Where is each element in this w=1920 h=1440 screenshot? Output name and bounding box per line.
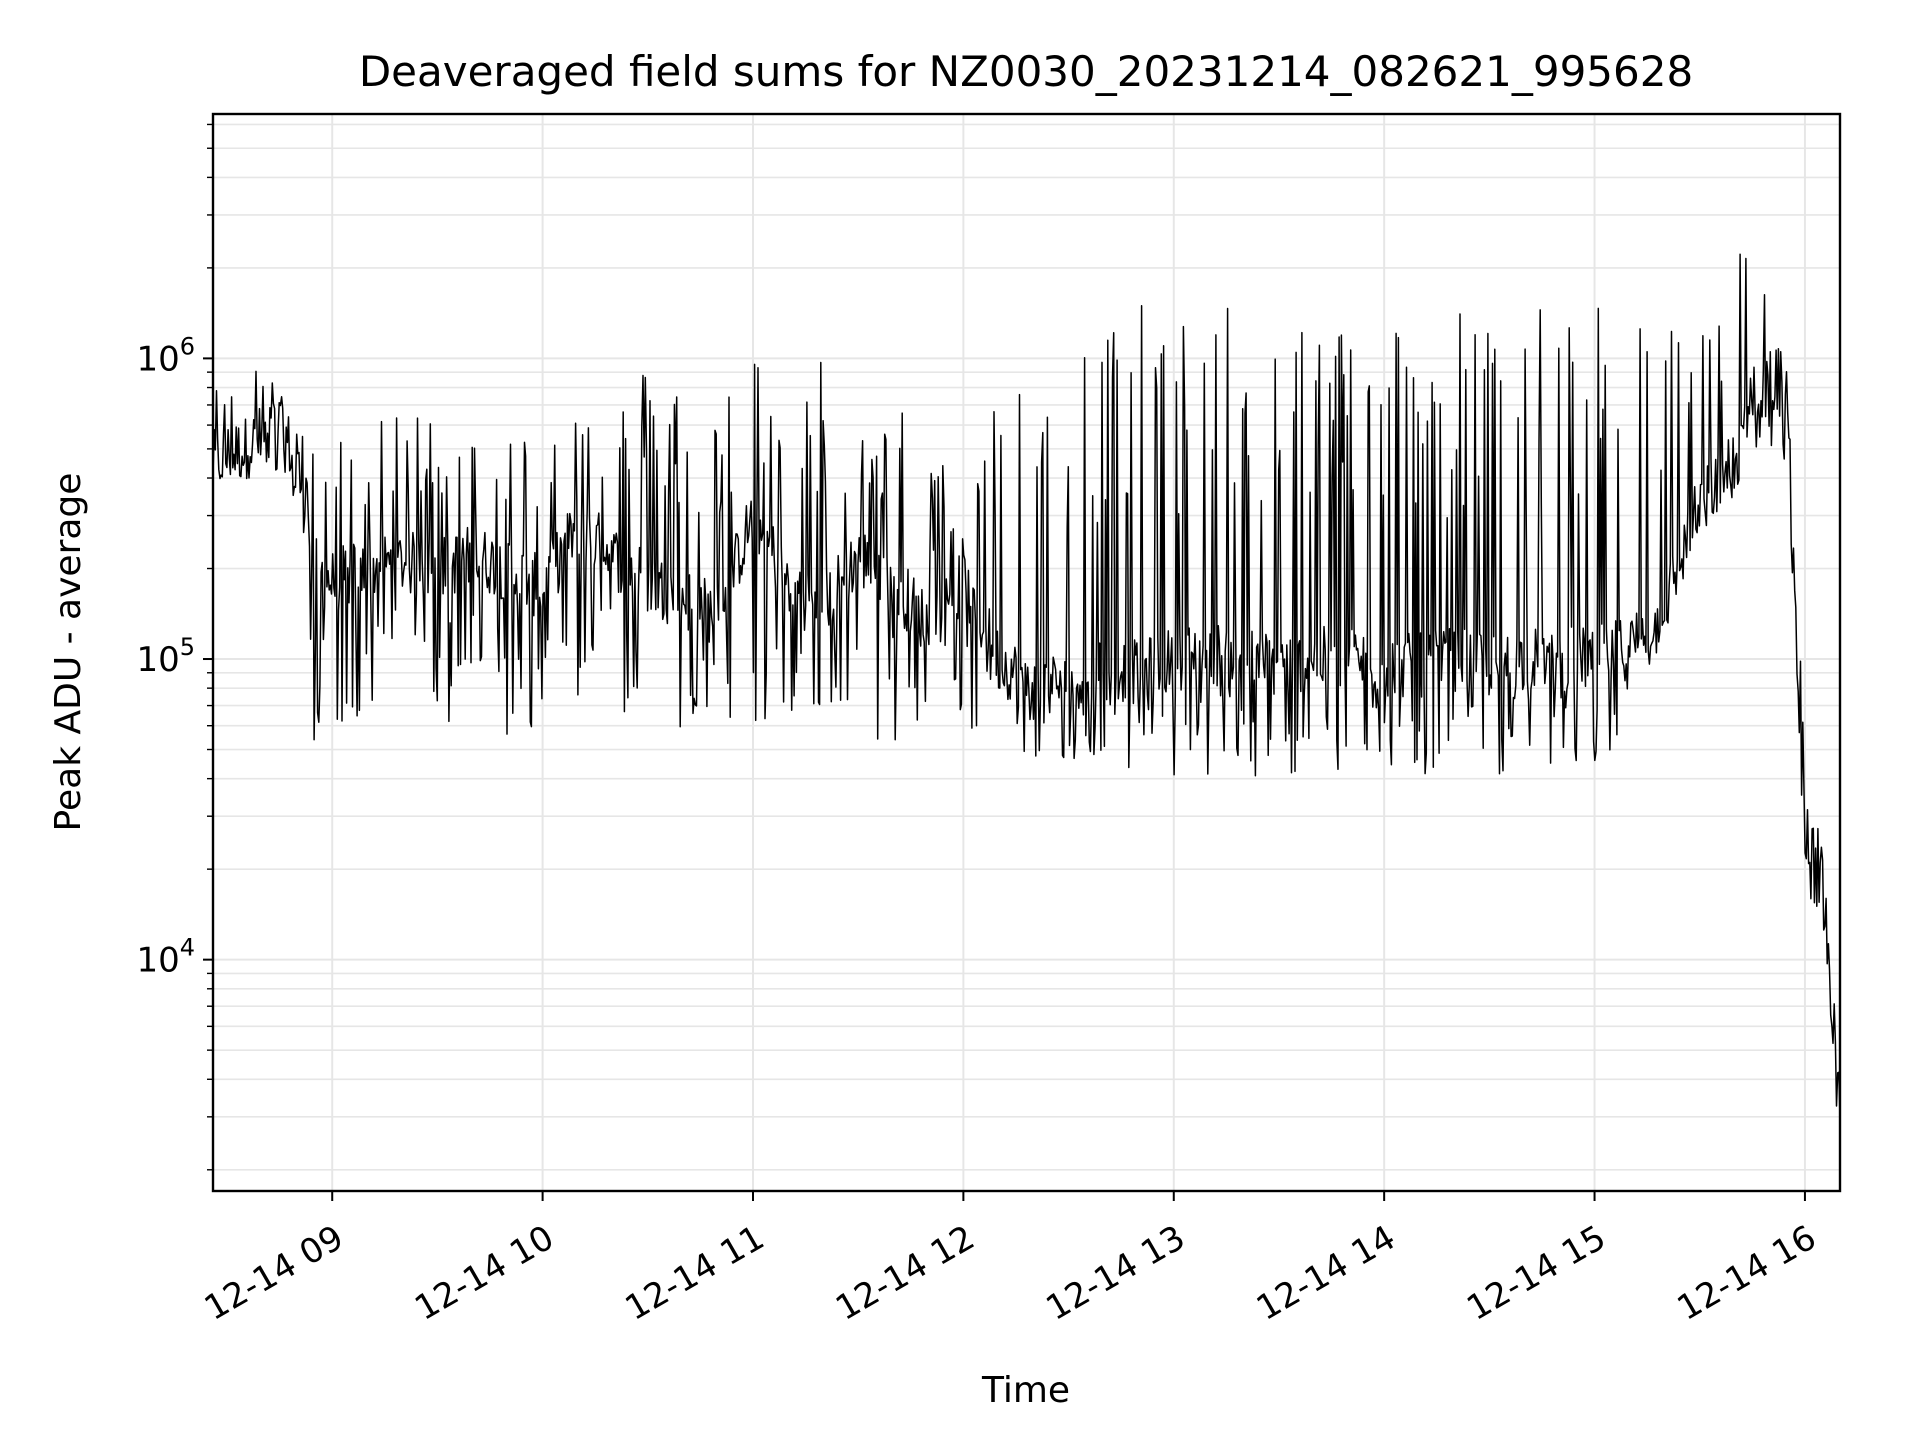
y-tick-base: 10 <box>136 941 179 981</box>
y-tick-exponent: 6 <box>180 332 195 360</box>
y-tick-label: 104 <box>136 934 195 981</box>
y-tick-exponent: 4 <box>180 934 195 962</box>
plot-frame <box>211 112 1842 1193</box>
y-tick-exponent: 5 <box>180 633 195 661</box>
y-tick-label: 106 <box>136 332 195 379</box>
chart-title: Deaveraged field sums for NZ0030_2023121… <box>359 47 1693 96</box>
y-tick-base: 10 <box>136 339 179 379</box>
y-tick-base: 10 <box>136 640 179 680</box>
data-series <box>212 253 1841 1118</box>
y-tick-label: 105 <box>136 633 195 680</box>
x-axis-label: Time <box>981 1370 1070 1411</box>
y-axis-label: Peak ADU - average <box>48 473 89 832</box>
series-line-0 <box>212 253 1841 1118</box>
